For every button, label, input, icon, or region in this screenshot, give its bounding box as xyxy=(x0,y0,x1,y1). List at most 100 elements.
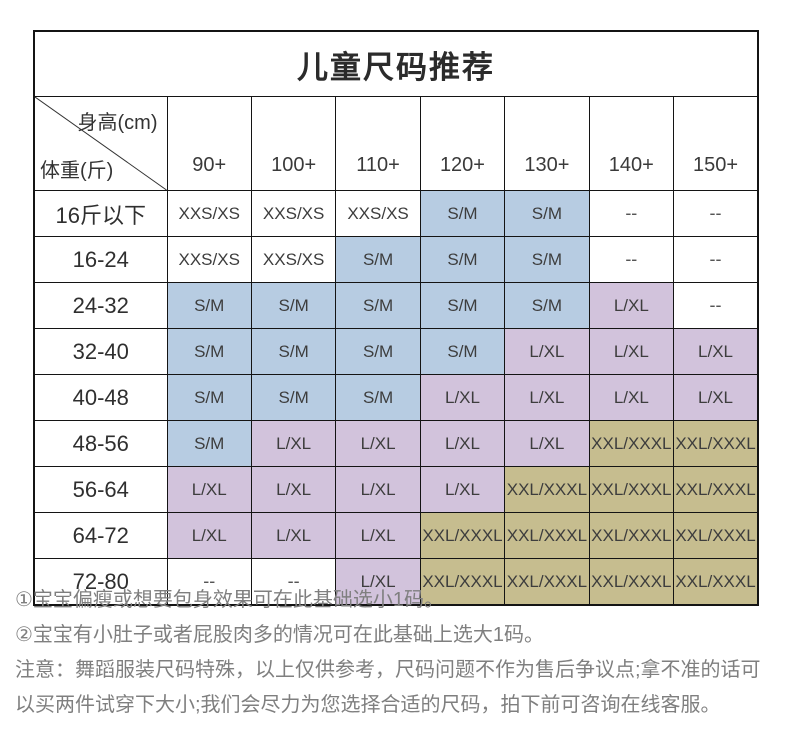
table-row: 24-32 S/M S/M S/M S/M S/M L/XL -- xyxy=(33,282,759,329)
size-cell: S/M xyxy=(504,282,590,329)
corner-cell: 身高(cm) 体重(斤) xyxy=(33,96,168,191)
size-cell: L/XL xyxy=(335,512,421,559)
size-cell: XXL/XXXL xyxy=(504,466,590,513)
weight-row-label: 40-48 xyxy=(33,374,168,421)
size-cell: L/XL xyxy=(673,374,759,421)
size-cell: S/M xyxy=(335,282,421,329)
size-cell: L/XL xyxy=(250,512,337,559)
weight-row-label: 72-80 xyxy=(33,558,168,606)
size-cell: S/M xyxy=(166,374,252,421)
size-cell: -- xyxy=(588,236,675,283)
size-cell: XXS/XS xyxy=(250,236,337,283)
size-cell: XXL/XXXL xyxy=(673,466,759,513)
page-title: 儿童尺码推荐 xyxy=(33,30,759,97)
size-cell: XXL/XXXL xyxy=(588,558,675,606)
table-row: 40-48 S/M S/M S/M L/XL L/XL L/XL L/XL xyxy=(33,374,759,421)
size-cell: L/XL xyxy=(588,282,675,329)
size-cell: S/M xyxy=(335,236,421,283)
size-cell: XXL/XXXL xyxy=(673,420,759,467)
size-cell: -- xyxy=(588,190,675,237)
size-cell: S/M xyxy=(504,236,590,283)
weight-row-label: 16-24 xyxy=(33,236,168,283)
size-cell: S/M xyxy=(166,282,252,329)
size-cell: XXS/XS xyxy=(166,236,252,283)
size-cell: L/XL xyxy=(335,558,421,606)
size-cell: -- xyxy=(673,282,759,329)
size-cell: XXL/XXXL xyxy=(588,512,675,559)
size-table: 儿童尺码推荐 身高(cm) 体重(斤) 90+ 100+ 110+ 120+ 130+ 1… xyxy=(33,30,759,606)
size-cell: L/XL xyxy=(250,466,337,513)
table-row: 16斤以下 XXS/XS XXS/XS XXS/XS S/M S/M -- -- xyxy=(33,190,759,237)
size-cell: L/XL xyxy=(504,328,590,375)
size-cell: XXL/XXXL xyxy=(673,558,759,606)
weight-row-label: 56-64 xyxy=(33,466,168,513)
size-table-body: 16斤以下 XXS/XS XXS/XS XXS/XS S/M S/M -- -- 16-24 XX… xyxy=(33,190,759,606)
size-cell: S/M xyxy=(166,328,252,375)
size-cell: XXS/XS xyxy=(335,190,421,237)
table-row: 56-64 L/XL L/XL L/XL L/XL XXL/XXXL XXL/XXXL XXL… xyxy=(33,466,759,513)
column-header: 100+ xyxy=(250,96,337,191)
size-cell: L/XL xyxy=(419,420,506,467)
size-cell: S/M xyxy=(504,190,590,237)
table-row: 32-40 S/M S/M S/M S/M L/XL L/XL L/XL xyxy=(33,328,759,375)
size-cell: S/M xyxy=(250,374,337,421)
column-header: 130+ xyxy=(504,96,590,191)
size-cell: XXL/XXXL xyxy=(588,420,675,467)
weight-row-label: 24-32 xyxy=(33,282,168,329)
size-cell: S/M xyxy=(419,282,506,329)
size-cell: S/M xyxy=(419,190,506,237)
size-cell: XXL/XXXL xyxy=(504,512,590,559)
table-row: 72-80 -- -- L/XL XXL/XXXL XXL/XXXL XXL/XXXL XXL… xyxy=(33,558,759,606)
size-cell: XXL/XXXL xyxy=(588,466,675,513)
size-cell: S/M xyxy=(250,282,337,329)
size-cell: -- xyxy=(673,236,759,283)
size-cell: L/XL xyxy=(588,374,675,421)
weight-row-label: 32-40 xyxy=(33,328,168,375)
table-row: 48-56 S/M L/XL L/XL L/XL L/XL XXL/XXXL XXL/XXXL xyxy=(33,420,759,467)
size-cell: L/XL xyxy=(504,374,590,421)
column-header: 140+ xyxy=(588,96,675,191)
size-cell: XXS/XS xyxy=(250,190,337,237)
weight-axis-label: 体重(斤) xyxy=(40,160,114,182)
size-cell: S/M xyxy=(419,328,506,375)
column-header: 120+ xyxy=(419,96,506,191)
size-cell: L/XL xyxy=(166,512,252,559)
size-cell: -- xyxy=(166,558,252,606)
column-header: 90+ xyxy=(166,96,252,191)
size-cell: L/XL xyxy=(673,328,759,375)
size-cell: -- xyxy=(673,190,759,237)
size-cell: S/M xyxy=(166,420,252,467)
size-cell: XXS/XS xyxy=(166,190,252,237)
size-cell: L/XL xyxy=(250,420,337,467)
size-cell: L/XL xyxy=(504,420,590,467)
diagonal-line-icon xyxy=(35,97,167,190)
size-cell: XXL/XXXL xyxy=(504,558,590,606)
weight-row-label: 16斤以下 xyxy=(33,190,168,237)
size-cell: L/XL xyxy=(588,328,675,375)
weight-row-label: 64-72 xyxy=(33,512,168,559)
size-cell: -- xyxy=(250,558,337,606)
size-cell: S/M xyxy=(250,328,337,375)
size-cell: L/XL xyxy=(419,374,506,421)
weight-row-label: 48-56 xyxy=(33,420,168,467)
column-header: 150+ xyxy=(673,96,759,191)
size-cell: S/M xyxy=(419,236,506,283)
size-cell: XXL/XXXL xyxy=(673,512,759,559)
notes-block: ①宝宝偏瘦或想要包身效果可在此基础选小1码。 ②宝宝有小肚子或者屁股肉多的情况可… xyxy=(15,583,779,723)
header-row: 身高(cm) 体重(斤) 90+ 100+ 110+ 120+ 130+ 140+ 150+ xyxy=(33,96,759,191)
size-cell: L/XL xyxy=(419,466,506,513)
title-row: 儿童尺码推荐 xyxy=(33,30,759,97)
height-axis-label: 身高(cm) xyxy=(77,112,158,134)
notice-text: 注意：舞蹈服装尺码特殊，以上仅供参考，尺码问题不作为售后争议点;拿不准的话可以买… xyxy=(15,659,761,716)
size-cell: XXL/XXXL xyxy=(419,512,506,559)
size-cell: L/XL xyxy=(335,420,421,467)
note-smaller-size: ①宝宝偏瘦或想要包身效果可在此基础选小1码。 xyxy=(15,589,445,611)
table-row: 64-72 L/XL L/XL L/XL XXL/XXXL XXL/XXXL XXL/XXX… xyxy=(33,512,759,559)
size-cell: L/XL xyxy=(166,466,252,513)
size-cell: S/M xyxy=(335,328,421,375)
size-cell: S/M xyxy=(335,374,421,421)
column-header: 110+ xyxy=(335,96,421,191)
table-row: 16-24 XXS/XS XXS/XS S/M S/M S/M -- -- xyxy=(33,236,759,283)
size-cell: L/XL xyxy=(335,466,421,513)
note-larger-size: ②宝宝有小肚子或者屁股肉多的情况可在此基础上选大1码。 xyxy=(15,624,545,646)
